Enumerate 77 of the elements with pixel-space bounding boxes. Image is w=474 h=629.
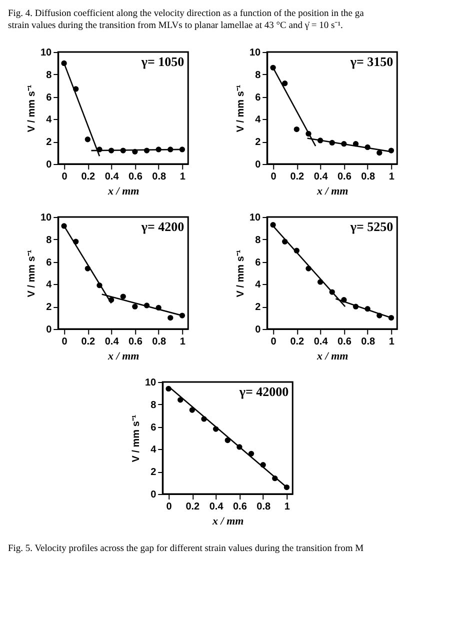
x-tick-label: 0 <box>62 172 68 182</box>
y-tick-label: 6 <box>150 422 157 434</box>
x-tick-label: 0.2 <box>81 172 96 182</box>
y-tick-label: 4 <box>46 114 52 126</box>
x-tick-label: 0 <box>270 172 277 182</box>
x-axis-title: x / mm <box>316 186 349 198</box>
x-tick-label: 0.4 <box>104 336 120 348</box>
y-tick-label: 0 <box>255 324 262 336</box>
y-axis-title: V / mm s⁻¹ <box>26 84 38 132</box>
y-tick-label: 10 <box>40 212 52 224</box>
y-tick-label: 10 <box>40 48 52 58</box>
y-tick-label: 10 <box>250 48 262 58</box>
annotation: γ= 42000 <box>238 384 289 399</box>
x-tick-label: 0.2 <box>290 336 305 348</box>
y-tick-label: 8 <box>46 70 52 81</box>
x-tick-label: 0.4 <box>314 336 328 348</box>
y-tick-label: 4 <box>255 280 262 291</box>
x-tick-label: 0.8 <box>256 502 271 512</box>
y-tick-label: 6 <box>46 257 52 268</box>
caption: Fig. 5. Velocity profiles across the gap for different strain values during the transition from M <box>8 544 364 554</box>
x-tick-label: 0.4 <box>314 172 328 182</box>
y-tick-label: 2 <box>46 302 52 314</box>
y-axis-title: V / mm s⁻¹ <box>131 414 142 462</box>
y-axis-title: V / mm s⁻¹ <box>236 84 246 132</box>
x-tick-label: 0.8 <box>152 336 166 348</box>
x-tick-label: 0.4 <box>209 502 224 512</box>
y-axis-title: V / mm s⁻¹ <box>26 249 38 298</box>
x-axis-title: x / mm <box>107 186 140 198</box>
y-tick-label: 2 <box>255 302 262 314</box>
x-tick-label: 0.8 <box>361 172 376 182</box>
y-tick-label: 2 <box>46 137 52 148</box>
x-tick-label: 0.6 <box>232 502 248 512</box>
x-axis-title: x / mm <box>107 350 140 362</box>
y-tick-label: 8 <box>46 234 52 246</box>
x-tick-label: 0.6 <box>128 172 143 182</box>
y-tick-label: 2 <box>255 137 262 148</box>
x-tick-label: 1 <box>284 502 290 512</box>
x-tick-label: 0.8 <box>152 172 166 182</box>
x-tick-label: 0.6 <box>337 336 352 348</box>
x-tick-label: 1 <box>180 336 186 348</box>
y-tick-label: 4 <box>46 280 52 291</box>
x-tick-label: 0.6 <box>337 172 352 182</box>
y-tick-label: 2 <box>150 467 157 478</box>
annotation: γ= 3150 <box>349 54 394 69</box>
y-tick-label: 10 <box>250 212 262 224</box>
y-axis-title: V / mm s⁻¹ <box>236 249 246 298</box>
y-tick-label: 8 <box>255 70 262 81</box>
x-tick-label: 0.6 <box>128 336 143 348</box>
caption: Fig. 4. Diffusion coefficient along the velocity direction as a function of the position in the ga strain values during the transition from MLVs to planar lamellae at 43 °C and γ̇ = 10 s⁻¹. <box>8 9 365 31</box>
y-tick-label: 6 <box>255 92 262 104</box>
annotation: γ= 5250 <box>349 219 394 234</box>
x-tick-label: 0 <box>166 502 172 512</box>
y-tick-label: 4 <box>150 444 157 456</box>
x-tick-label: 0.8 <box>361 336 376 348</box>
x-tick-label: 0 <box>270 336 277 348</box>
y-tick-label: 4 <box>255 114 262 126</box>
annotation: γ= 4200 <box>140 219 184 234</box>
x-tick-label: 0.2 <box>81 336 96 348</box>
x-tick-label: 1 <box>180 172 186 182</box>
x-tick-label: 0.2 <box>186 502 200 512</box>
y-tick-label: 10 <box>145 378 157 388</box>
y-tick-label: 0 <box>255 160 262 170</box>
y-tick-label: 6 <box>46 92 52 104</box>
y-tick-label: 6 <box>255 257 262 268</box>
y-tick-label: 0 <box>46 160 52 170</box>
y-tick-label: 8 <box>150 400 157 411</box>
x-tick-label: 0 <box>62 336 68 348</box>
y-tick-label: 8 <box>255 234 262 246</box>
y-tick-label: 0 <box>150 490 157 500</box>
x-axis-title: x / mm <box>316 350 349 362</box>
y-tick-label: 0 <box>46 324 52 336</box>
x-tick-label: 1 <box>388 336 395 348</box>
x-tick-label: 0.4 <box>104 172 120 182</box>
x-tick-label: 0.2 <box>290 172 305 182</box>
x-tick-label: 1 <box>388 172 395 182</box>
x-axis-title: x / mm <box>212 516 244 528</box>
annotation: γ= 1050 <box>140 54 184 69</box>
